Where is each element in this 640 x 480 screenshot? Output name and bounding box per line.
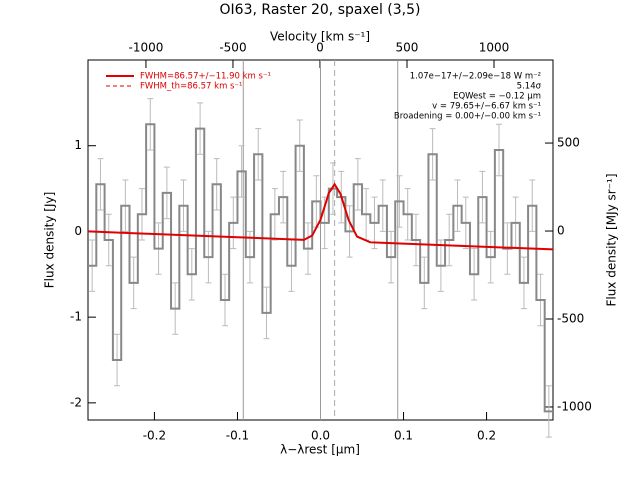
- annotation: v = 79.65+/−6.67 km s⁻¹: [432, 102, 541, 112]
- x2-tick-label: -500: [219, 41, 246, 55]
- x2-tick-label: -1000: [129, 41, 164, 55]
- y-axis-label: Flux density [Jy]: [43, 192, 57, 289]
- y2-axis-label: Flux density [MJy sr⁻¹]: [605, 173, 619, 306]
- y-tick-label: -2: [70, 395, 82, 409]
- annotation: 1.07e−17+/−2.09e−18 W m⁻²: [410, 72, 541, 82]
- legend-label: FWHM=86.57+/−11.90 km s⁻¹: [140, 72, 271, 82]
- y2-tick-label: -500: [557, 312, 584, 326]
- x-tick-label: -0.1: [226, 429, 249, 443]
- x-tick-label: -0.2: [143, 429, 166, 443]
- x2-tick-label: 500: [396, 41, 419, 55]
- x-tick-label: 0.0: [311, 429, 330, 443]
- annotation: 5.14σ: [517, 82, 542, 92]
- annotation: EQWest = −0.12 μm: [453, 92, 541, 102]
- x2-tick-label: 1000: [479, 41, 510, 55]
- x2-axis-label: Velocity [km s⁻¹]: [270, 30, 370, 44]
- y-tick-label: -1: [70, 310, 82, 324]
- x-tick-label: 0.2: [477, 429, 496, 443]
- x2-tick-label: 0: [316, 41, 324, 55]
- x-tick-label: 0.1: [394, 429, 413, 443]
- spectrum-line: [88, 123, 553, 413]
- y2-tick-label: 0: [557, 224, 565, 238]
- y2-tick-label: -1000: [557, 399, 592, 413]
- chart-title: OI63, Raster 20, spaxel (3,5): [220, 2, 421, 18]
- legend-label: FWHM_th=86.57 km s⁻¹: [140, 82, 242, 92]
- y-tick-label: 1: [74, 138, 82, 152]
- y2-tick-label: 500: [557, 136, 580, 150]
- x-axis-label: λ−λrest [μm]: [280, 443, 360, 457]
- y-tick-label: 0: [74, 224, 82, 238]
- annotation: Broadening = 0.00+/−0.00 km s⁻¹: [394, 112, 541, 122]
- fit-line: [87, 183, 554, 250]
